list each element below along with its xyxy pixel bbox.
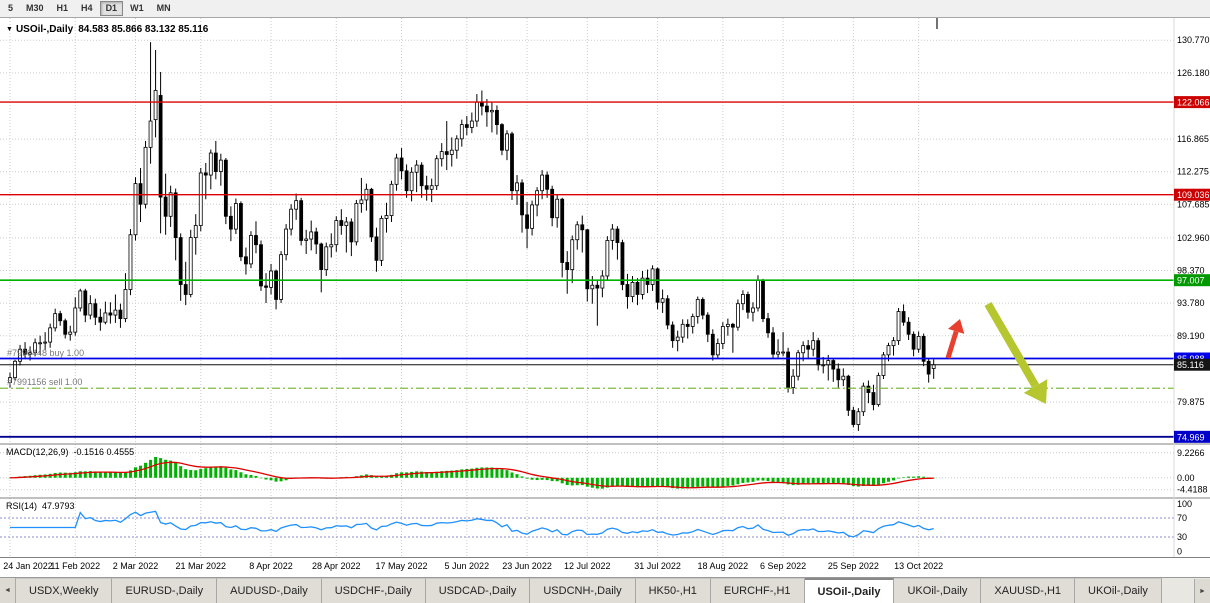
- tab-ukoil-daily[interactable]: UKOil-,Daily: [894, 578, 982, 603]
- rsi-axis-label: 0: [1177, 546, 1182, 556]
- rsi-indicator-label: RSI(14) 47.9793: [6, 501, 75, 511]
- date-axis-label: 11 Feb 2022: [50, 561, 100, 571]
- macd-indicator-label: MACD(12,26,9) -0.1516 0.4555: [6, 447, 135, 457]
- date-axis-label: 18 Aug 2022: [698, 561, 749, 571]
- macd-axis-label: 0.00: [1177, 473, 1195, 483]
- timeframe-button-d1[interactable]: D1: [99, 1, 124, 16]
- price-axis-labels: 130.770 126.180 116.865 112.275 107.685 102.9…: [1177, 35, 1210, 407]
- rsi-axis-label: 100: [1177, 499, 1192, 509]
- tab-hk50-h1[interactable]: HK50-,H1: [635, 578, 711, 603]
- price-axis-label: 102.960: [1177, 233, 1210, 243]
- price-axis-label: 116.865: [1177, 134, 1209, 144]
- macd-axis-label: -4.4188: [1177, 485, 1208, 495]
- timeframe-button-5[interactable]: 5: [8, 3, 14, 13]
- tab-usdcnh-daily[interactable]: USDCNH-,Daily: [530, 578, 636, 603]
- price-badge: [1174, 358, 1210, 371]
- price-chart-svg[interactable]: 130.770 126.180 116.865 112.275 107.685 102.9…: [0, 18, 1210, 578]
- buy-order-label: #7990448 buy 1.00: [7, 348, 85, 358]
- rsi-axis-label: 30: [1177, 532, 1187, 542]
- date-axis-label: 25 Sep 2022: [828, 561, 879, 571]
- rsi-value: 47.9793: [42, 501, 75, 511]
- svg-text:109.036: 109.036: [1177, 190, 1210, 200]
- price-axis-label: 126.180: [1177, 68, 1210, 78]
- price-axis-label: 107.685: [1177, 199, 1210, 209]
- timeframe-button-h1[interactable]: H1: [56, 3, 69, 13]
- tab-usdcad-daily[interactable]: USDCAD-,Daily: [425, 578, 531, 603]
- macd-signal-line: [9, 461, 934, 489]
- chart-title: ▼ USOil-,Daily 84.583 85.866 83.132 85.116: [6, 24, 208, 35]
- rsi-axis-label: 70: [1177, 513, 1187, 523]
- sell-order-label: #7991156 sell 1.00: [7, 377, 83, 387]
- price-axis-label: 79.875: [1177, 397, 1205, 407]
- symbol-dropdown-icon: ▼: [6, 26, 13, 33]
- timeframe-toolbar: 5 M30 H1 H4 D1 W1 MN: [0, 0, 1210, 18]
- date-axis-label: 2 Mar 2022: [113, 561, 159, 571]
- rsi-line: [10, 510, 934, 538]
- svg-text:74.969: 74.969: [1177, 432, 1205, 442]
- date-axis-label: 8 Apr 2022: [249, 561, 293, 571]
- date-axis-label: 24 Jan 2022: [3, 561, 53, 571]
- date-axis-label: 31 Jul 2022: [634, 561, 681, 571]
- tab-audusd-daily[interactable]: AUDUSD-,Daily: [217, 578, 322, 603]
- price-badge: [1174, 96, 1210, 109]
- date-axis-label: 17 May 2022: [376, 561, 428, 571]
- macd-values: -0.1516 0.4555: [73, 447, 135, 457]
- candlesticks[interactable]: [8, 42, 936, 431]
- date-axis-label: 28 Apr 2022: [312, 561, 361, 571]
- rsi-pane: 100 70 30 0: [0, 499, 1192, 556]
- tab-xauusd-h1[interactable]: XAUUSD-,H1: [981, 578, 1076, 603]
- svg-text:85.116: 85.116: [1177, 360, 1204, 370]
- chart-symbol: USOil-,Daily: [15, 24, 74, 35]
- chart-window[interactable]: 130.770 126.180 116.865 112.275 107.685 102.9…: [0, 18, 1210, 578]
- tab-eurchf-h1[interactable]: EURCHF-,H1: [710, 578, 805, 603]
- tab-eurusd-daily[interactable]: EURUSD-,Daily: [112, 578, 218, 603]
- date-axis-label: 6 Sep 2022: [760, 561, 806, 571]
- tab-usoil-daily[interactable]: USOil-,Daily: [804, 578, 895, 603]
- price-axis-label: 98.370: [1177, 266, 1205, 276]
- green-down-arrow[interactable]: [984, 301, 1048, 404]
- timeframe-button-m30[interactable]: M30: [26, 3, 44, 13]
- tab-ukoil-daily[interactable]: UKOil-,Daily: [1075, 578, 1162, 603]
- drawing-arrows[interactable]: [945, 301, 1048, 404]
- tab-scroll-right-button[interactable]: ►: [1194, 579, 1210, 603]
- price-axis-label: 93.780: [1177, 298, 1205, 308]
- tab-usdchf-daily[interactable]: USDCHF-,Daily: [321, 578, 426, 603]
- tab-usdx-weekly[interactable]: USDX,Weekly: [16, 578, 113, 603]
- price-axis-label: 130.770: [1177, 35, 1210, 45]
- chart-ohlc-values: 84.583 85.866 83.132 85.116: [78, 24, 209, 35]
- tab-scroll-left-button[interactable]: ◄: [0, 578, 16, 603]
- price-axis-label: 89.190: [1177, 331, 1205, 341]
- horizontal-level-lines[interactable]: [0, 101, 1174, 438]
- timeframe-button-mn[interactable]: MN: [156, 3, 171, 13]
- macd-pane: 9.2266 0.00 -4.4188: [0, 448, 1208, 495]
- price-badge: [1174, 274, 1210, 287]
- date-axis-label: 13 Oct 2022: [894, 561, 943, 571]
- pane-separators[interactable]: [0, 18, 1210, 558]
- date-axis-label: 5 Jun 2022: [445, 561, 490, 571]
- price-badge: [1174, 430, 1210, 443]
- date-axis-label: 21 Mar 2022: [175, 561, 226, 571]
- red-up-arrow[interactable]: [945, 319, 965, 359]
- svg-text:97.007: 97.007: [1177, 276, 1205, 286]
- timeframe-button-h4[interactable]: H4: [81, 3, 93, 13]
- date-axis-label: 23 Jun 2022: [502, 561, 552, 571]
- macd-axis-label: 9.2266: [1177, 448, 1205, 458]
- price-badge: [1174, 188, 1210, 201]
- price-axis-label: 112.275: [1177, 167, 1209, 177]
- date-axis-label: 12 Jul 2022: [564, 561, 611, 571]
- svg-text:122.066: 122.066: [1177, 98, 1210, 108]
- horizontal-gridlines: [0, 39, 1174, 403]
- chart-tab-bar: ◄ USDX,Weekly EURUSD-,Daily AUDUSD-,Daily US…: [0, 577, 1210, 603]
- timeframe-button-w1[interactable]: W1: [130, 3, 144, 13]
